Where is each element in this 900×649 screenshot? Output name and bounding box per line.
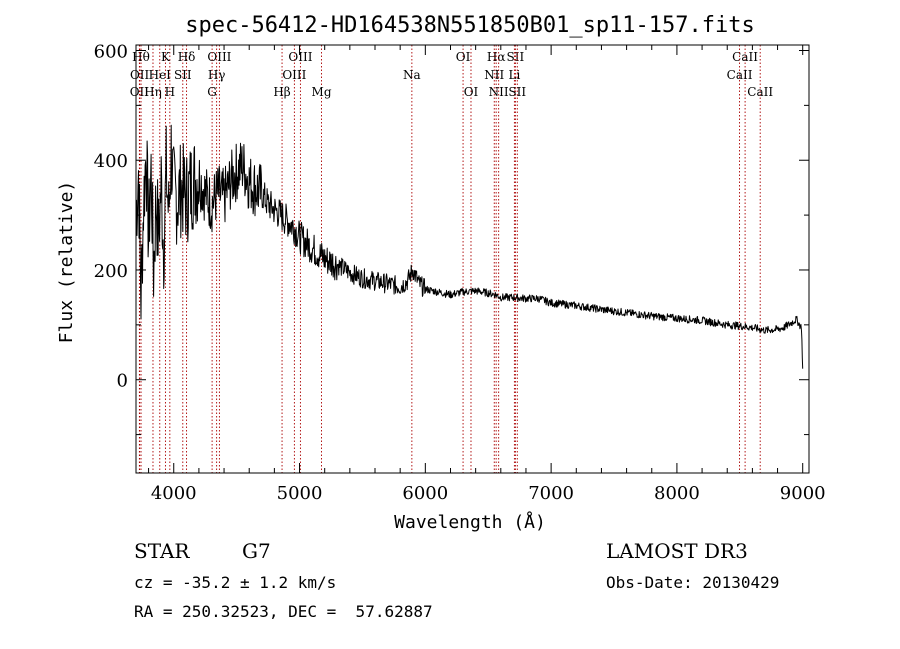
y-tick-label: 400 xyxy=(94,151,128,172)
spectral-line-label: OII xyxy=(130,68,150,82)
spectral-line-label: OI xyxy=(464,85,479,99)
survey-name: LAMOST DR3 xyxy=(606,539,748,563)
spectral-line-label: NII xyxy=(489,85,509,99)
spectral-line-label: CaII xyxy=(732,50,758,64)
spectral-line-label: Mg xyxy=(312,85,332,99)
spectral-line-label: Na xyxy=(403,68,421,82)
spectral-line-label: SII xyxy=(507,50,525,64)
spectral-line-label: Hδ xyxy=(178,50,196,64)
series-layer xyxy=(135,124,804,369)
spectral-line-label: Hα xyxy=(487,50,506,64)
y-tick-label: 600 xyxy=(94,41,128,62)
plot-frame xyxy=(135,44,810,474)
coordinates: RA = 250.32523, DEC = 57.62887 xyxy=(134,602,433,621)
x-tick-label: 5000 xyxy=(277,483,323,504)
spectral-line-label: Li xyxy=(508,68,520,82)
spectral-line-label: OIII xyxy=(282,68,306,82)
y-tick-label: 0 xyxy=(117,371,128,392)
object-subclass: G7 xyxy=(242,539,271,563)
spectral-line-label: OIII xyxy=(288,50,312,64)
spectral-line-label: Hγ xyxy=(208,68,226,82)
y-axis-label: Flux (relative) xyxy=(56,181,77,344)
spectral-line-label: Hβ xyxy=(273,85,290,99)
spectral-line-label: OI xyxy=(456,50,471,64)
x-axis-label: Wavelength (Å) xyxy=(394,511,546,533)
x-tick-label: 4000 xyxy=(151,483,197,504)
x-tick-label: 9000 xyxy=(780,483,826,504)
spectral-line-label: Hθ xyxy=(132,50,150,64)
spectral-line-label: HeI xyxy=(149,68,172,82)
object-class: STAR xyxy=(134,539,190,563)
spectral-line-label: SII xyxy=(508,85,526,99)
spectrum-line xyxy=(135,124,804,369)
spectral-line-label: CaII xyxy=(747,85,773,99)
x-tick-label: 6000 xyxy=(402,483,448,504)
x-tick-label: 8000 xyxy=(654,483,700,504)
spectral-line-label: SII xyxy=(174,68,192,82)
y-tick-label: 200 xyxy=(94,261,128,282)
chart-title: spec-56412-HD164538N551850B01_sp11-157.f… xyxy=(185,13,755,38)
obs-date: Obs-Date: 20130429 xyxy=(606,573,779,592)
spectral-line-label: CaII xyxy=(727,68,753,82)
axes-layer: 4000 5000 6000 7000 8000 9000 0 200 400 600 xyxy=(94,41,826,504)
x-tick-label: 7000 xyxy=(528,483,574,504)
spectral-line-label: H xyxy=(165,85,175,99)
spectral-line-label: G xyxy=(207,85,217,99)
spectral-line-label: K xyxy=(161,50,171,64)
redshift-cz: cz = -35.2 ± 1.2 km/s xyxy=(134,573,336,592)
spectral-line-label: OIII xyxy=(207,50,231,64)
spectral-line-label: NII xyxy=(484,68,504,82)
spectral-line-label: Hη xyxy=(144,85,162,99)
